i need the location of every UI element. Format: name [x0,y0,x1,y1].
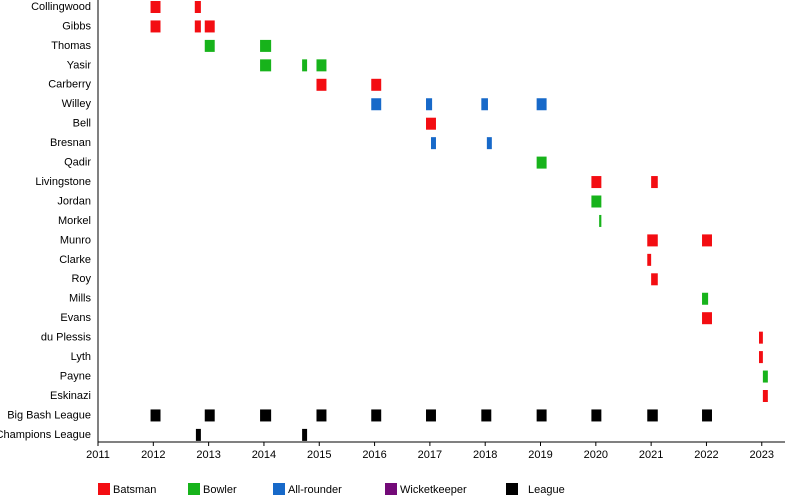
x-tick-label: 2013 [196,449,220,461]
row-label: Qadir [64,157,91,169]
segment [426,98,433,111]
segment [150,1,161,13]
legend-swatch [506,483,518,495]
segment [302,428,308,441]
row-label: Morkel [58,215,91,227]
segment [647,409,658,422]
segment [194,1,201,13]
row-label: Livingstone [35,176,91,188]
row-label: Yasir [67,59,92,71]
x-tick-label: 2021 [639,449,663,461]
segment [647,253,652,266]
segment [204,409,215,422]
segment [371,409,382,422]
legend-swatch [188,483,200,495]
segment [481,98,488,111]
segment [762,390,768,402]
segment [536,409,547,422]
segment [702,234,712,247]
segment [316,409,327,422]
row-label: Gibbs [62,20,91,32]
legend-label: All-rounder [288,484,342,496]
segment [651,176,658,189]
row-label: Clarke [59,254,91,266]
row-label: Big Bash League [7,409,91,421]
x-tick-label: 2014 [252,449,276,461]
segment [651,273,658,286]
segment [702,409,712,422]
row-label: Munro [60,234,91,246]
segment [481,409,492,422]
segment [702,292,709,305]
row-label: Thomas [51,40,91,52]
legend-swatch [385,483,397,495]
row-label: Champions League [0,429,91,441]
segment [371,98,382,111]
segment [150,409,161,422]
x-tick-label: 2022 [694,449,718,461]
legend-label: Wicketkeeper [400,484,467,496]
x-tick-label: 2023 [750,449,774,461]
segment [194,20,201,33]
row-label: Lyth [71,351,91,363]
x-tick-label: 2019 [528,449,552,461]
segment [762,370,768,383]
legend-label: Batsman [113,484,156,496]
segment [204,20,215,33]
segment [195,428,201,441]
segment [426,117,436,130]
segment [371,78,382,91]
x-tick-label: 2017 [418,449,442,461]
row-label: Bell [73,118,91,130]
segment [150,20,161,33]
x-tick-label: 2020 [584,449,608,461]
segment [316,59,327,72]
segment [260,409,272,422]
segment [599,214,602,227]
segment [316,78,327,91]
segment [302,59,308,72]
segment [486,137,492,150]
row-label: Payne [60,370,91,382]
row-label: du Plessis [41,332,92,344]
legend-swatch [98,483,110,495]
segment [759,331,763,344]
segment [260,39,272,52]
segment [536,156,547,169]
segment [430,137,436,150]
segment [702,312,712,325]
x-tick-label: 2011 [86,449,110,461]
row-label: Mills [69,293,91,305]
x-tick-label: 2018 [473,449,497,461]
row-label: Collingwood [31,1,91,13]
legend-label: Bowler [203,484,237,496]
row-label: Eskinazi [50,390,91,402]
segment [647,234,658,247]
segment [260,59,272,72]
x-tick-label: 2012 [141,449,165,461]
x-tick-label: 2016 [362,449,386,461]
x-tick-label: 2015 [307,449,331,461]
row-label: Jordan [57,195,91,207]
row-label: Bresnan [50,137,91,149]
segment [204,39,215,52]
legend-label: League [528,484,565,496]
segment [536,98,547,111]
segment [591,176,602,189]
segment [426,409,436,422]
row-label: Willey [62,98,92,110]
row-label: Evans [60,312,91,324]
segment [591,195,602,208]
segment [591,409,602,422]
legend-swatch [273,483,285,495]
row-label: Carberry [48,79,91,91]
segment [759,351,763,364]
row-label: Roy [71,273,91,285]
